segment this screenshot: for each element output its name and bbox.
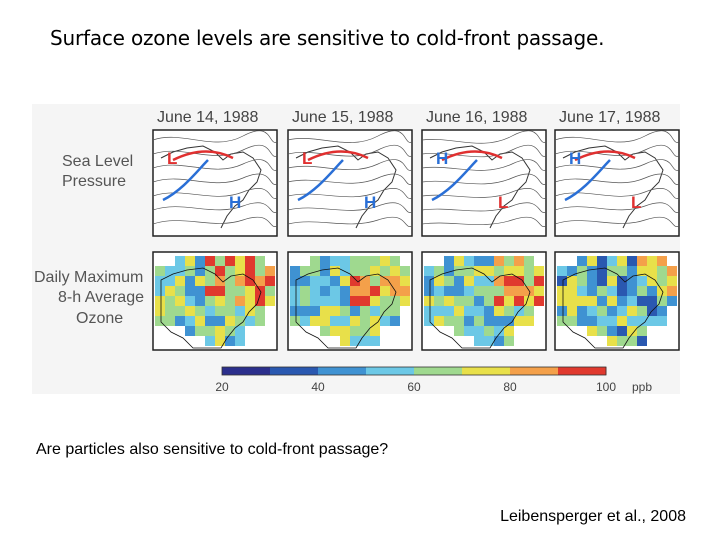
colorbar-segment xyxy=(462,367,511,375)
ozone-map xyxy=(152,251,278,351)
pressure-map: LH xyxy=(152,129,278,237)
colorbar-tick-label: 20 xyxy=(215,380,229,394)
pressure-system-marker: H xyxy=(436,149,448,168)
date-label: June 16, 1988 xyxy=(426,109,528,126)
colorbar-segment xyxy=(366,367,415,375)
colorbar-tick-label: 80 xyxy=(503,380,517,394)
pressure-system-marker: L xyxy=(631,193,641,212)
ozone-colorbar: 20 40 60 80 100 ppb xyxy=(215,366,652,394)
pressure-row-label: Sea Level Pressure xyxy=(62,153,133,190)
pressure-system-marker: L xyxy=(498,193,508,212)
colorbar-tick-label: 60 xyxy=(407,380,421,394)
date-label: June 14, 1988 xyxy=(157,109,259,126)
ozone-row-label-line3: Ozone xyxy=(76,310,123,327)
colorbar-unit-label: ppb xyxy=(632,380,652,394)
pressure-row-label-line1: Sea Level xyxy=(62,153,133,170)
ozone-row-label: Daily Maximum 8-h Average Ozone xyxy=(34,269,144,327)
pressure-system-marker: H xyxy=(569,149,581,168)
colorbar-segment xyxy=(558,367,607,375)
ozone-row-label-line1: Daily Maximum xyxy=(34,269,143,286)
colorbar-segment xyxy=(318,367,367,375)
colorbar-segment xyxy=(510,367,559,375)
date-label: June 15, 1988 xyxy=(292,109,394,126)
pressure-system-marker: L xyxy=(302,149,312,168)
pressure-system-marker: H xyxy=(364,193,376,212)
ozone-map xyxy=(554,251,680,351)
weather-ozone-figure: Sea Level Pressure Daily Maximum 8-h Ave… xyxy=(32,104,680,394)
colorbar-tick-label: 40 xyxy=(311,380,325,394)
slide-title: Surface ozone levels are sensitive to co… xyxy=(50,26,605,50)
pressure-map: HL xyxy=(554,129,680,237)
pressure-row-label-line2: Pressure xyxy=(62,173,126,190)
figure-canvas: Sea Level Pressure Daily Maximum 8-h Ave… xyxy=(34,109,680,394)
ozone-map xyxy=(421,251,547,351)
pressure-system-marker: L xyxy=(167,149,177,168)
pressure-map: HL xyxy=(421,129,547,237)
discussion-question: Are particles also sensitive to cold-fro… xyxy=(36,441,389,458)
colorbar-segment xyxy=(414,367,463,375)
colorbar-segment xyxy=(270,367,319,375)
pressure-map: LH xyxy=(287,129,413,237)
ozone-row-label-line2: 8-h Average xyxy=(58,289,144,306)
colorbar-tick-label: 100 xyxy=(596,380,616,394)
date-label: June 17, 1988 xyxy=(559,109,661,126)
pressure-system-marker: H xyxy=(229,193,241,212)
ozone-map xyxy=(287,251,413,351)
citation: Leibensperger et al., 2008 xyxy=(500,508,686,525)
colorbar-segment xyxy=(222,367,271,375)
